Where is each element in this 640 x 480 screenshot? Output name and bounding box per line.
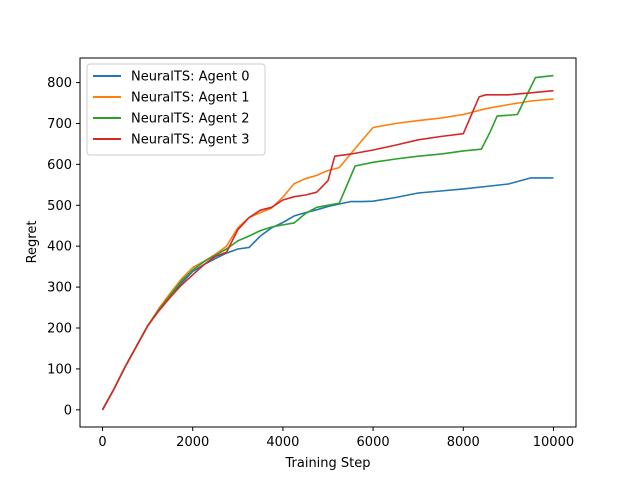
x-tick-label: 8000 bbox=[447, 435, 480, 450]
x-axis: 0 2000 4000 6000 8000 10000 bbox=[98, 427, 574, 450]
x-axis-label: Training Step bbox=[284, 456, 370, 471]
plot-frame bbox=[79, 57, 577, 428]
series-line-agent-2 bbox=[101, 74, 554, 411]
y-tick-label: 300 bbox=[47, 281, 72, 296]
x-tick-label: 6000 bbox=[357, 435, 390, 450]
y-tick-label: 0 bbox=[64, 403, 72, 418]
legend: NeuralTS: Agent 0 NeuralTS: Agent 1 Neural… bbox=[86, 63, 266, 156]
series-layer bbox=[101, 74, 554, 411]
y-tick-label: 700 bbox=[47, 117, 72, 132]
y-tick-label: 100 bbox=[47, 362, 72, 377]
y-axis: 0 100 200 300 400 500 600 700 800 bbox=[47, 76, 80, 418]
series-line-agent-1 bbox=[101, 98, 554, 411]
legend-label: NeuralTS: Agent 3 bbox=[131, 133, 249, 148]
y-tick-label: 600 bbox=[47, 158, 72, 173]
legend-label: NeuralTS: Agent 2 bbox=[131, 112, 249, 127]
x-tick-label: 2000 bbox=[176, 435, 209, 450]
x-tick-label: 4000 bbox=[266, 435, 299, 450]
y-tick-label: 400 bbox=[47, 240, 72, 255]
x-tick-label: 0 bbox=[98, 435, 106, 450]
y-tick-label: 800 bbox=[47, 76, 72, 91]
y-tick-label: 500 bbox=[47, 199, 72, 214]
legend-label: NeuralTS: Agent 1 bbox=[131, 91, 249, 106]
legend-box bbox=[86, 63, 266, 156]
y-tick-label: 200 bbox=[47, 322, 72, 337]
series-line-agent-3 bbox=[101, 89, 554, 411]
legend-label: NeuralTS: Agent 0 bbox=[131, 70, 249, 85]
y-axis-label: Regret bbox=[25, 221, 40, 264]
x-tick-label: 10000 bbox=[533, 435, 574, 450]
